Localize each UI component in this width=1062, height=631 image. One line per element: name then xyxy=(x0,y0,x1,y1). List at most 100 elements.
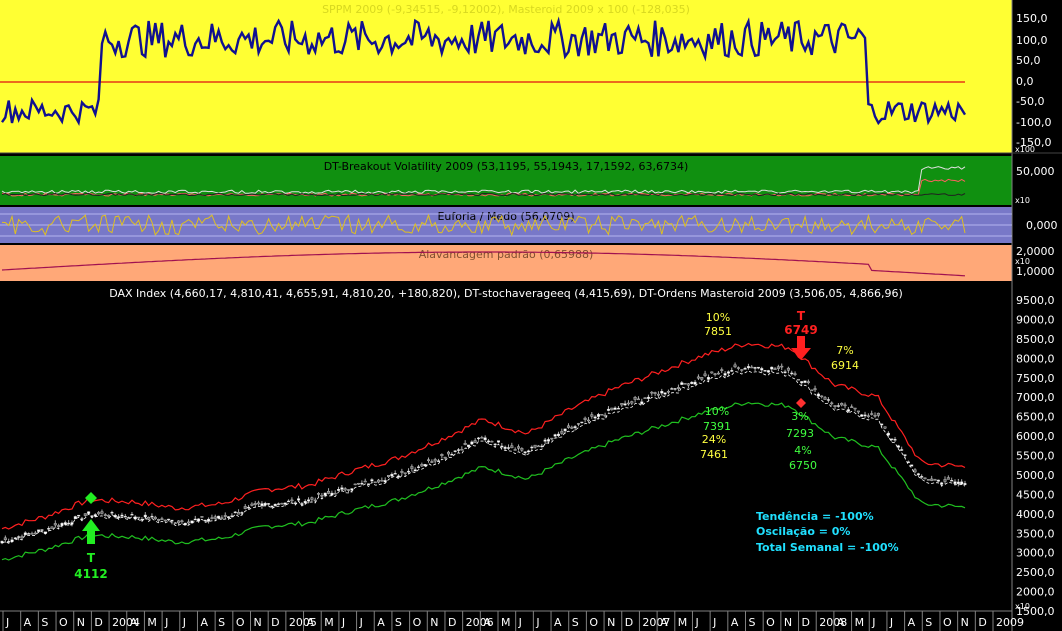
price-candle xyxy=(410,464,414,472)
time-label: S xyxy=(925,616,932,629)
main-y-tick: 3000,0 xyxy=(1016,547,1055,560)
candle-body xyxy=(720,369,724,371)
time-label: A xyxy=(660,616,668,629)
annotation-pct: 10% xyxy=(705,405,729,418)
price-candle xyxy=(656,391,660,399)
candle-body xyxy=(723,373,727,376)
price-candle xyxy=(883,426,887,430)
candle-body xyxy=(680,382,684,385)
price-candle xyxy=(247,504,251,510)
annotation-value: 7851 xyxy=(704,325,732,338)
sppm-panel xyxy=(0,0,1012,153)
time-label: S xyxy=(749,616,756,629)
price-candle xyxy=(860,413,864,417)
price-candle xyxy=(736,366,740,371)
price-candle xyxy=(307,497,311,504)
time-label: A xyxy=(130,616,138,629)
candle-body xyxy=(856,410,860,413)
price-candle xyxy=(790,370,794,376)
candle-body xyxy=(90,515,94,517)
price-candle xyxy=(603,412,607,418)
price-candle xyxy=(90,515,94,518)
price-candle xyxy=(180,519,184,525)
candle-body xyxy=(280,503,284,505)
price-candle xyxy=(900,446,904,451)
buy-signal: T 4112 xyxy=(74,492,108,581)
price-candle xyxy=(120,512,124,517)
candle-body xyxy=(470,441,474,445)
candle-body xyxy=(823,397,827,400)
annotation-pct: 4% xyxy=(794,444,811,457)
candle-body xyxy=(110,511,114,514)
candle-body xyxy=(340,487,344,490)
candle-body xyxy=(117,516,121,519)
candle-body xyxy=(443,456,447,459)
candle-body xyxy=(263,503,267,506)
price-candle xyxy=(733,362,737,369)
price-candle xyxy=(956,478,960,487)
price-candle xyxy=(826,397,830,403)
price-candle xyxy=(950,477,954,482)
breakout-line-1 xyxy=(1,166,966,195)
price-candle xyxy=(620,403,624,408)
price-candle xyxy=(693,379,697,386)
candle-body xyxy=(590,414,594,417)
candle-body xyxy=(3,537,7,541)
price-candle xyxy=(833,405,837,410)
price-candle xyxy=(210,514,214,520)
candle-body xyxy=(900,449,904,451)
price-candle xyxy=(623,400,627,407)
price-candle xyxy=(407,468,411,475)
candle-body xyxy=(413,469,417,472)
candle-body xyxy=(903,454,907,456)
time-label: A xyxy=(837,616,845,629)
price-candle xyxy=(237,509,241,515)
candle-body xyxy=(97,512,101,515)
candle-body xyxy=(540,445,544,448)
price-candle xyxy=(960,479,964,485)
stochaverage-line xyxy=(1,370,966,544)
price-candle xyxy=(923,477,927,480)
candle-body xyxy=(603,414,607,417)
price-candle xyxy=(343,487,347,492)
candle-body xyxy=(217,515,221,519)
candle-body xyxy=(423,464,427,467)
candle-body xyxy=(916,473,920,476)
candle-body xyxy=(696,376,700,379)
sell-diamond-icon xyxy=(796,398,806,408)
price-candle xyxy=(756,366,760,370)
price-candle xyxy=(646,394,650,401)
price-candle xyxy=(533,444,537,449)
candle-body xyxy=(50,526,54,529)
price-candle xyxy=(107,514,111,519)
main-scale-note: x10 xyxy=(1015,602,1030,611)
price-candle xyxy=(317,492,321,498)
time-label: J xyxy=(535,616,539,629)
candle-body xyxy=(843,404,847,407)
candle-body xyxy=(353,483,357,486)
candle-body xyxy=(496,440,500,443)
breakout-tick: 50,000 xyxy=(1016,165,1055,178)
annotation-pct: 10% xyxy=(706,311,730,324)
price-candle xyxy=(110,510,114,516)
alavancagem-line xyxy=(1,251,966,277)
candle-body xyxy=(730,370,734,372)
price-candle xyxy=(83,513,87,517)
candle-body xyxy=(516,446,520,449)
main-y-ticks: 9500,0 9000,0 8500,0 8000,0 7500,0 7000,0 6500… xyxy=(1016,294,1055,618)
candle-body xyxy=(130,514,134,516)
breakout-panel xyxy=(0,156,1012,205)
price-candle xyxy=(613,406,617,410)
candle-body xyxy=(483,437,487,441)
candle-body xyxy=(683,383,687,385)
price-candle xyxy=(473,438,477,443)
candle-body xyxy=(7,541,11,543)
annotation-value: 7391 xyxy=(703,420,731,433)
price-candle xyxy=(363,478,367,483)
candle-body xyxy=(467,444,471,447)
price-candle xyxy=(870,410,874,416)
time-label: A xyxy=(307,616,315,629)
candle-body xyxy=(930,478,934,481)
price-candle xyxy=(500,442,504,449)
candle-body xyxy=(656,393,660,396)
